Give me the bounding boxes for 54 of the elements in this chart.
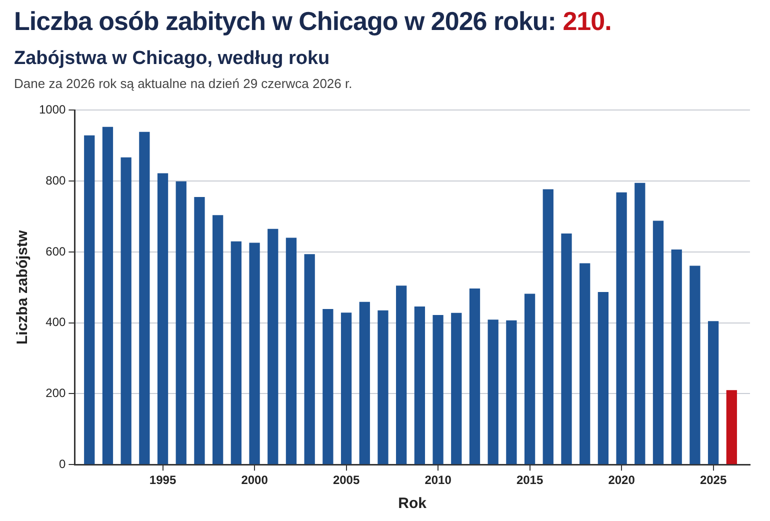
bar — [120, 157, 132, 464]
y-tick-label: 600 — [46, 244, 66, 258]
x-tick-label: 2020 — [608, 473, 636, 488]
y-tick-label: 800 — [46, 173, 66, 188]
x-tick-label: 2015 — [516, 473, 544, 488]
y-tick-label: 0 — [59, 456, 66, 471]
bar — [506, 320, 517, 464]
bar — [230, 241, 242, 464]
bar — [690, 266, 700, 464]
bar — [286, 238, 297, 464]
bar — [542, 189, 554, 464]
text: Dane za 2026 rok są aktualne na dzień 29 czerwca 2026 r. — [14, 76, 352, 91]
bar — [414, 306, 426, 464]
bar — [488, 320, 498, 464]
x-tick-label: 2000 — [241, 473, 268, 488]
y-tick-label: 1000 — [38, 102, 66, 117]
bar — [652, 220, 664, 464]
x-tick-label: 2010 — [424, 473, 452, 488]
bar — [212, 215, 224, 464]
chart-title: Liczba osób zabitych w Chicago w 2026 roku: 210. — [14, 6, 612, 37]
bar — [139, 132, 150, 464]
x-axis-title: Rok — [398, 495, 428, 512]
bar — [268, 228, 278, 464]
bar — [249, 242, 260, 464]
bar — [378, 310, 388, 464]
bar — [616, 192, 627, 464]
bar — [451, 312, 462, 464]
bar — [580, 263, 590, 464]
chart-subtitle: Zabójstwa w Chicago, według roku — [14, 48, 330, 70]
bar — [432, 315, 444, 464]
bar — [304, 254, 315, 464]
x-tick-label: 1995 — [149, 473, 176, 488]
bar — [102, 126, 114, 464]
bar — [359, 302, 370, 464]
bar — [157, 173, 168, 464]
bar — [84, 135, 95, 464]
y-axis-title: Liczba zabójstw — [14, 230, 32, 344]
bar — [708, 321, 719, 464]
x-tick-label: 2005 — [332, 473, 360, 488]
bar — [671, 249, 682, 464]
y-tick-label: 400 — [46, 315, 66, 330]
bar — [726, 390, 737, 464]
bar — [340, 312, 352, 464]
bar — [322, 309, 334, 464]
bar — [524, 294, 536, 464]
bar — [194, 197, 205, 464]
bar — [561, 234, 572, 464]
x-tick-label: 2025 — [700, 473, 727, 488]
bar — [396, 286, 407, 464]
bar — [469, 288, 480, 464]
y-tick-label: 200 — [46, 386, 66, 400]
bar — [598, 292, 609, 464]
bar — [634, 182, 646, 464]
bar — [176, 181, 186, 464]
